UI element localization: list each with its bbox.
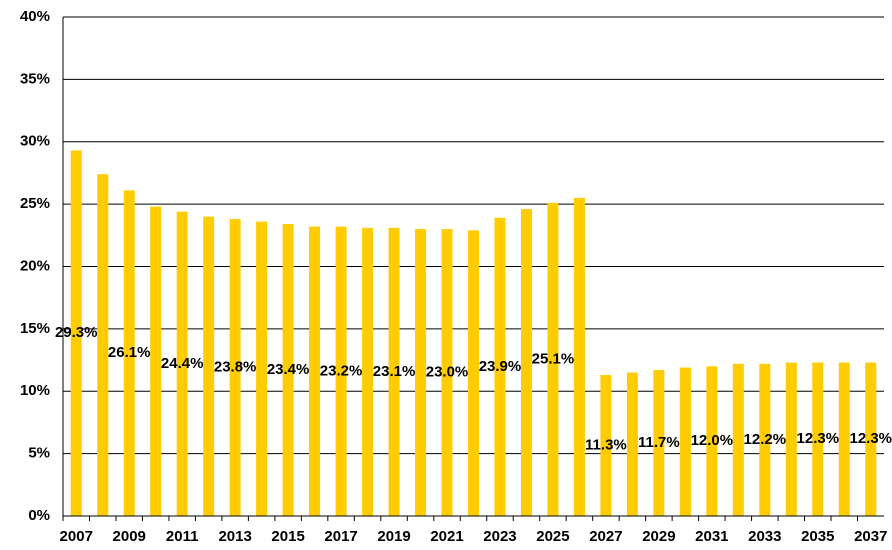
x-tick-label: 2019	[377, 528, 410, 545]
x-tick-label: 2035	[801, 528, 834, 545]
x-tick-label: 2021	[430, 528, 463, 545]
value-label: 12.2%	[744, 431, 787, 448]
x-tick-label: 2011	[166, 528, 199, 545]
x-tick-label: 2009	[113, 528, 146, 545]
y-tick-label: 25%	[20, 195, 50, 212]
value-label: 23.8%	[214, 359, 257, 376]
value-label: 12.3%	[797, 430, 840, 447]
y-tick-label: 10%	[20, 382, 50, 399]
y-tick-label: 40%	[20, 8, 50, 25]
x-tick-label: 2027	[589, 528, 622, 545]
value-label: 26.1%	[108, 344, 151, 361]
y-tick-label: 30%	[20, 133, 50, 150]
bar	[388, 227, 400, 516]
bar	[441, 229, 453, 516]
value-label: 11.3%	[585, 436, 627, 453]
value-label: 23.0%	[426, 364, 469, 381]
bar	[468, 230, 479, 516]
bar	[309, 226, 321, 516]
bar	[229, 219, 241, 516]
bar	[282, 224, 294, 516]
y-tick-label: 35%	[20, 70, 50, 87]
bar	[97, 174, 109, 516]
bar	[865, 362, 877, 516]
bar	[600, 375, 612, 516]
x-tick-label: 2029	[642, 528, 675, 545]
bar	[573, 197, 585, 516]
x-tick-label: 2013	[218, 528, 251, 545]
x-tick-label: 2025	[536, 528, 569, 545]
value-label: 12.0%	[691, 432, 734, 449]
bar	[626, 372, 638, 516]
y-tick-label: 0%	[28, 507, 50, 524]
x-tick-label: 2017	[324, 528, 357, 545]
bar	[150, 206, 162, 516]
bar	[679, 367, 691, 516]
bar	[415, 229, 427, 516]
y-tick-label: 15%	[20, 320, 50, 337]
bar	[520, 209, 532, 517]
x-tick-label: 2037	[854, 528, 887, 545]
bar	[123, 190, 135, 516]
x-tick-label: 2033	[748, 528, 781, 545]
bar	[547, 202, 559, 516]
bar	[812, 362, 824, 516]
bar	[362, 227, 374, 516]
x-tick-label: 2015	[271, 528, 304, 545]
value-label: 23.1%	[373, 363, 416, 380]
value-label: 24.4%	[161, 355, 204, 372]
bar	[706, 366, 718, 516]
x-tick-label: 2023	[483, 528, 516, 545]
bar	[785, 362, 797, 516]
bar	[732, 363, 744, 516]
bar	[335, 226, 347, 516]
value-label: 11.7%	[638, 434, 680, 451]
bar	[653, 370, 665, 516]
value-label: 23.2%	[320, 362, 363, 379]
bar	[838, 362, 850, 516]
bar	[176, 211, 188, 517]
x-tick-label: 2007	[60, 528, 93, 545]
bar	[494, 217, 506, 516]
value-label: 25.1%	[532, 350, 575, 367]
y-tick-label: 20%	[20, 257, 50, 274]
bar	[759, 363, 771, 516]
value-label: 12.3%	[849, 430, 892, 447]
bar	[256, 221, 268, 516]
bar	[70, 150, 82, 517]
y-tick-label: 5%	[28, 445, 50, 462]
value-label: 23.4%	[267, 361, 310, 378]
x-tick-label: 2031	[695, 528, 728, 545]
value-label: 23.9%	[479, 358, 522, 375]
value-label: 29.3%	[55, 324, 98, 341]
bar	[203, 216, 215, 516]
